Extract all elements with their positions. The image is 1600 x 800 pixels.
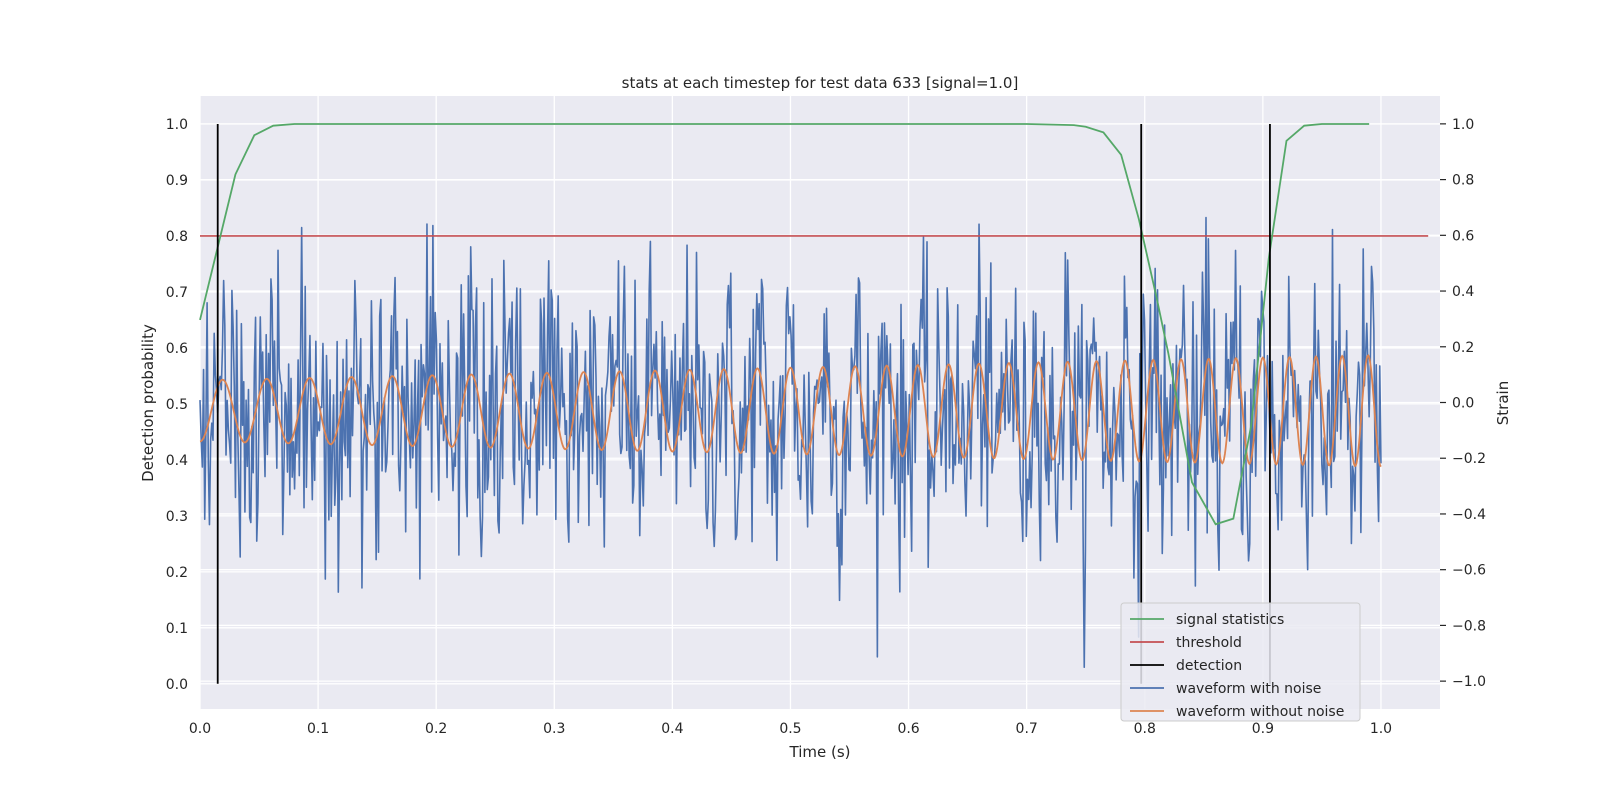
y-tick-labels: 0.0 0.1 0.2 0.3 0.4 0.5 0.6 0.7 0.8 0.9 1.0	[166, 117, 188, 693]
y-right-tick-labels: −1.0 −0.8 −0.6 −0.4 −0.2 0.0 0.2 0.4 0.6 0.8 1.0	[1440, 117, 1486, 690]
x-tick-label: 0.1	[307, 721, 329, 737]
y-right-axis-label: Strain	[1494, 381, 1512, 425]
legend-box	[1120, 602, 1361, 722]
y-right-tick-label: 0.4	[1452, 284, 1474, 300]
x-tick-label: 1.0	[1370, 721, 1392, 737]
legend-label: signal statistics	[1176, 612, 1284, 628]
y-tick-label: 0.7	[166, 285, 188, 301]
chart-title: stats at each timestep for test data 633…	[622, 74, 1019, 92]
x-tick-label: 0.3	[543, 721, 565, 737]
x-tick-label: 0.5	[779, 721, 801, 737]
x-axis-label: Time (s)	[789, 743, 851, 761]
y-right-tick-label: −1.0	[1452, 674, 1486, 690]
x-tick-label: 0.8	[1134, 721, 1156, 737]
y-right-tick-label: 0.2	[1452, 340, 1474, 356]
legend-label: waveform without noise	[1176, 704, 1344, 720]
y-right-tick-label: 0.6	[1452, 228, 1474, 244]
series-waveform-with-noise	[199, 216, 1382, 668]
series-signal-statistics	[199, 123, 1370, 526]
y-right-tick-label: −0.8	[1452, 618, 1486, 634]
x-tick-label: 0.7	[1016, 721, 1038, 737]
y-tick-label: 1.0	[166, 117, 188, 133]
y-right-tick-label: −0.4	[1452, 507, 1486, 523]
y-tick-label: 0.3	[166, 509, 188, 525]
series-waveform-without-noise	[199, 354, 1382, 468]
y-tick-label: 0.9	[166, 173, 188, 189]
legend-label: waveform with noise	[1176, 681, 1321, 697]
y-right-tick-label: 0.0	[1452, 396, 1474, 412]
y-tick-label: 0.2	[166, 565, 188, 581]
y-tick-label: 0.6	[166, 341, 188, 357]
legend-label: threshold	[1176, 635, 1242, 651]
y-tick-label: 0.1	[166, 621, 188, 637]
x-tick-label: 0.0	[189, 721, 211, 737]
x-tick-label: 0.2	[425, 721, 447, 737]
x-tick-label: 0.9	[1252, 721, 1274, 737]
legend-label: detection	[1176, 658, 1242, 674]
x-tick-labels: 0.0 0.1 0.2 0.3 0.4 0.5 0.6 0.7 0.8 0.9 1.0	[189, 721, 1392, 737]
y-tick-label: 0.0	[166, 677, 188, 693]
x-tick-label: 0.4	[661, 721, 683, 737]
x-tick-label: 0.6	[897, 721, 919, 737]
series-layer	[199, 123, 1429, 684]
y-tick-label: 0.4	[166, 453, 188, 469]
y-right-tick-label: −0.6	[1452, 563, 1486, 579]
legend: signal statistics threshold detection wavef…	[1120, 602, 1361, 722]
y-right-tick-label: 1.0	[1452, 117, 1474, 133]
y-right-tick-label: 0.8	[1452, 173, 1474, 189]
y-right-tick-label: −0.2	[1452, 451, 1486, 467]
y-tick-label: 0.5	[166, 397, 188, 413]
y-tick-label: 0.8	[166, 229, 188, 245]
y-axis-label: Detection probability	[139, 324, 157, 482]
